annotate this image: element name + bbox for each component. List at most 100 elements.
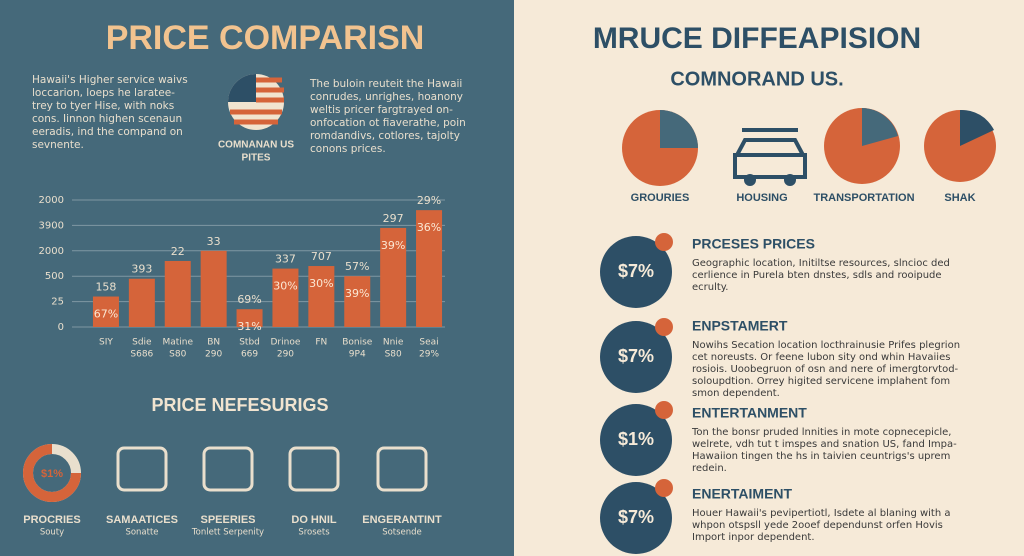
inner-label: 31% (237, 320, 261, 333)
row-heading: ENTERTANMENT (692, 405, 807, 421)
icon-label: SAMAATICES (106, 514, 178, 526)
pie-slice (862, 108, 898, 146)
intro-text: romdandivs, cotlores, tajolty (310, 130, 460, 142)
x-tick-label: 669 (241, 350, 258, 360)
y-tick-label: 3900 (39, 220, 64, 231)
intro-text: sevnente. (32, 139, 84, 151)
x-tick-label: 290 (277, 350, 294, 360)
value-label: 393 (131, 263, 152, 276)
category-icon (116, 446, 168, 492)
row-text: whpon otspsll yede 2ooef dependunst orfe… (692, 520, 943, 531)
icon-label: DO HNIL (291, 514, 337, 526)
flag-caption: PITES (242, 153, 271, 164)
inner-label: 67% (94, 308, 118, 321)
badge-label: $1% (618, 429, 654, 449)
inner-label: 30% (273, 280, 297, 293)
x-tick-label: Sdie (132, 338, 152, 348)
row-heading: PRCESES PRICES (692, 236, 815, 252)
badge (600, 321, 672, 393)
right-title: MRUCE DIFFEAPISION (593, 22, 921, 55)
icon-label: ENGERANTINT (362, 514, 442, 526)
bar (416, 210, 443, 327)
badge-label: $7% (618, 346, 654, 366)
row-text: Houer Hawaii's pevipertiotl, Isdete al b… (692, 508, 951, 519)
icon-label: SPEERIES (200, 514, 255, 526)
icon-label: TRANSPORTATION (813, 192, 914, 204)
x-tick-label: SIY (99, 338, 113, 348)
row-heading: ENPSTAMERT (692, 318, 788, 334)
value-label: 57% (345, 260, 369, 273)
row-text: Ton the bonsr pruded lnnities in mote co… (691, 427, 951, 438)
row-text: redein. (692, 463, 727, 474)
badge (600, 482, 672, 554)
y-tick-label: 2000 (39, 246, 64, 257)
x-tick-label: 290 (205, 350, 222, 360)
icon-label: PROCRIES (23, 514, 80, 526)
value-label: 69% (237, 293, 261, 306)
icon-label: Sonatte (125, 528, 158, 538)
intro-text: The buloin reuteit the Hawaii (309, 78, 462, 90)
bar (164, 260, 191, 327)
intro-text: onfocation ot fiaverathe, poin (310, 117, 466, 129)
row-text: welrete, vdh tut t imspes and snation US… (692, 439, 957, 450)
value-label: 22 (171, 245, 185, 258)
intro-text: weltis pricer fargtrayed on- (310, 104, 453, 116)
bar (308, 266, 335, 327)
x-tick-label: Matine (162, 338, 193, 348)
badge-accent (655, 401, 673, 419)
intro-text: conrudes, unrighes, hoanony (310, 91, 463, 103)
globe-slice (660, 110, 698, 148)
inner-label: 30% (309, 277, 333, 290)
bar (128, 278, 155, 327)
housing-icon (733, 128, 807, 179)
row-text: Geographic location, Initiltse resources… (692, 258, 950, 269)
x-tick-label: 29% (419, 350, 439, 360)
category-icon (288, 446, 340, 492)
badge-label: $7% (618, 261, 654, 281)
inner-label: 36% (417, 221, 441, 234)
flag-canton (228, 74, 256, 102)
x-tick-label: Stbd (239, 338, 260, 348)
row-text: smon dependent. (692, 388, 780, 399)
wheel (784, 174, 796, 186)
bar (380, 227, 407, 327)
pie-slice (960, 109, 994, 146)
donut-label: $1% (41, 468, 63, 480)
inner-label: 39% (345, 287, 369, 300)
right-panel (514, 0, 1024, 556)
value-label: 33 (207, 235, 221, 248)
bar (344, 276, 371, 327)
badge (600, 404, 672, 476)
x-tick-label: Seai (419, 338, 438, 348)
row-text: Import inpor dependent. (692, 532, 815, 543)
value-label: 707 (311, 250, 332, 263)
x-tick-label: S686 (130, 350, 153, 360)
bar (92, 296, 119, 327)
badge-accent (655, 233, 673, 251)
icon-label: Srosets (298, 528, 330, 538)
intro-text: loccarion, loeps he laratee- (32, 87, 175, 99)
badge (600, 236, 672, 308)
row-text: rosiois. Uoobegruon of osn and nere of i… (692, 364, 959, 375)
intro-text: conons prices. (310, 143, 386, 155)
value-label: 337 (275, 253, 296, 266)
x-tick-label: BN (207, 338, 220, 348)
category-icon (376, 446, 428, 492)
intro-text: cons. Iinnon highen scenaun (32, 113, 182, 125)
x-tick-label: S80 (169, 350, 186, 360)
row-text: cerlience in Purela bten dnstes, sdls an… (692, 270, 942, 281)
row-text: soloupdtion. Orrey higited servicene imp… (692, 376, 950, 387)
badge-accent (655, 318, 673, 336)
y-tick-label: 0 (58, 322, 64, 333)
x-tick-label: S80 (385, 350, 402, 360)
bar (272, 268, 299, 327)
icon-label: Sotsende (382, 528, 422, 538)
value-label: 297 (383, 212, 404, 225)
flag-caption: COMNANAN US (218, 140, 294, 151)
value-label: 29% (417, 194, 441, 207)
icon-label: SHAK (944, 192, 975, 204)
intro-text: trey to tyer Hise, with noks (32, 100, 174, 112)
badge-label: $7% (618, 507, 654, 527)
y-tick-label: 25 (51, 297, 64, 308)
